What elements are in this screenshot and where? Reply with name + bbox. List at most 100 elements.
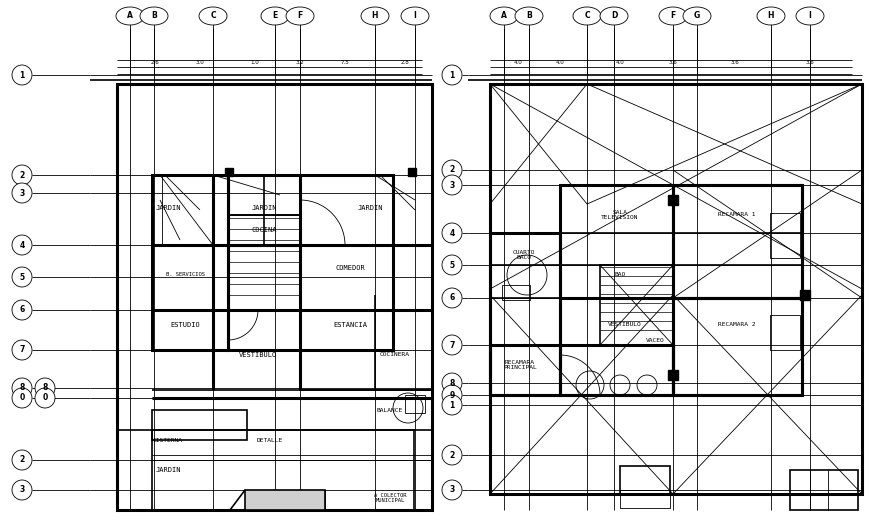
Text: BALANCE: BALANCE [377,408,403,412]
Text: RECAMARA 1: RECAMARA 1 [719,212,756,218]
Text: 4: 4 [449,229,454,238]
Circle shape [12,165,32,185]
Circle shape [442,335,462,355]
Circle shape [442,385,462,405]
Text: JARDIN: JARDIN [156,205,181,211]
Bar [408,168,416,176]
Bar [673,185,802,298]
Bar [790,470,858,510]
Text: COCINA: COCINA [251,227,276,233]
Text: 7: 7 [449,341,454,350]
Bar [225,168,233,176]
Text: C: C [210,12,216,21]
Bar [490,233,560,395]
Text: CISTERNA: CISTERNA [153,438,183,442]
Text: A COLECTOR
MUNICIPAL: A COLECTOR MUNICIPAL [374,493,406,503]
Bar [228,215,300,310]
Text: 6: 6 [449,294,454,303]
Ellipse shape [515,7,543,25]
Text: 7: 7 [19,345,24,354]
Bar [490,345,673,395]
Bar [770,315,800,350]
Bar [560,345,673,395]
Text: 3: 3 [449,486,454,495]
Ellipse shape [140,7,168,25]
Text: ESTUDIO: ESTUDIO [170,322,200,328]
Circle shape [12,183,32,203]
Text: 1: 1 [19,71,24,80]
Text: 4: 4 [19,240,24,250]
Text: 2: 2 [449,450,454,459]
Circle shape [12,450,32,470]
Bar [152,175,228,350]
Text: 1: 1 [449,401,454,410]
Circle shape [12,388,32,408]
Text: 8: 8 [449,379,454,388]
Text: H: H [767,12,774,21]
Text: COCINERA: COCINERA [380,353,410,357]
Text: VESTIBULO: VESTIBULO [608,323,642,327]
Text: I: I [808,12,812,21]
Bar [800,290,810,300]
Bar [245,490,325,510]
Bar [490,84,862,494]
Bar [668,195,678,205]
Ellipse shape [199,7,227,25]
Text: B. SERVICIOS: B. SERVICIOS [165,272,204,278]
Bar [668,370,678,380]
Text: E: E [272,12,277,21]
Ellipse shape [573,7,601,25]
Text: 1: 1 [449,71,454,80]
Bar [620,466,670,494]
Circle shape [442,65,462,85]
Text: 2: 2 [19,456,24,465]
Text: 3: 3 [19,188,24,197]
Circle shape [442,480,462,500]
Text: ESTANCIA: ESTANCIA [333,322,367,328]
Text: I: I [414,12,416,21]
Text: 3: 3 [19,486,24,495]
Circle shape [12,378,32,398]
Text: A: A [127,12,133,21]
Circle shape [12,300,32,320]
Text: 3.2: 3.2 [295,61,304,65]
Text: A: A [501,12,507,21]
Bar [152,430,414,510]
Circle shape [12,267,32,287]
Bar [673,298,802,395]
Bar [770,213,800,258]
Text: C: C [584,12,590,21]
Text: JARDIN: JARDIN [251,205,276,211]
Text: 8: 8 [43,383,48,392]
Circle shape [442,160,462,180]
Ellipse shape [116,7,144,25]
Text: CUARTO
BACO: CUARTO BACO [513,250,535,260]
Text: DETALLE: DETALLE [257,438,283,442]
Bar [600,265,673,345]
Circle shape [442,373,462,393]
Circle shape [12,235,32,255]
Text: 0: 0 [43,393,48,402]
Text: 9: 9 [449,391,454,400]
Bar [228,175,393,350]
Text: 1.0: 1.0 [250,61,259,65]
Text: 2.8: 2.8 [401,61,409,65]
Text: 5: 5 [19,272,24,281]
Text: F: F [670,12,675,21]
Bar [152,245,228,310]
Text: 2: 2 [449,165,454,174]
Text: 0: 0 [19,393,24,402]
Circle shape [442,395,462,415]
Text: 2.6: 2.6 [150,61,159,65]
Text: 3.6: 3.6 [731,61,740,65]
Ellipse shape [683,7,711,25]
Text: 4.0: 4.0 [555,61,564,65]
Ellipse shape [757,7,785,25]
Text: 4.0: 4.0 [615,61,624,65]
Text: JARDIN: JARDIN [156,467,181,473]
Circle shape [35,378,55,398]
Text: B: B [526,12,532,21]
Text: F: F [297,12,302,21]
Text: VESTIBULO: VESTIBULO [239,352,277,358]
Ellipse shape [490,7,518,25]
